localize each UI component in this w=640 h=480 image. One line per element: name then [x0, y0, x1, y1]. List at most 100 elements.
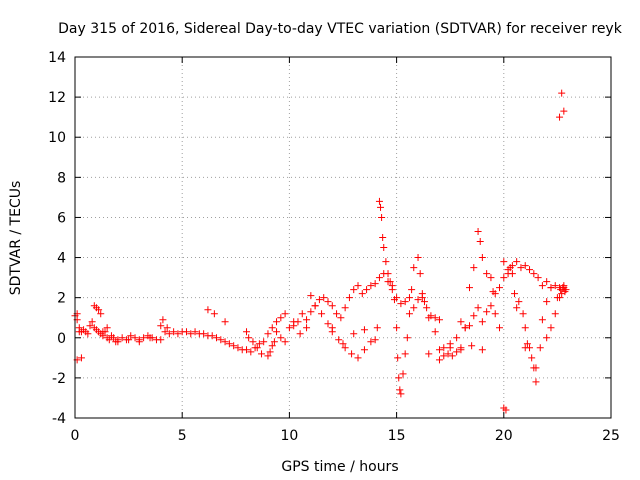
y-tick-label: 6: [57, 210, 66, 226]
data-point: [363, 286, 371, 294]
data-point: [530, 270, 538, 278]
data-point: [547, 324, 555, 332]
data-point: [170, 328, 178, 336]
data-point: [517, 264, 525, 272]
data-point: [468, 342, 476, 350]
data-point: [397, 300, 405, 308]
y-tick-label: -4: [52, 411, 66, 427]
data-point: [538, 316, 546, 324]
data-point: [560, 107, 568, 115]
data-point: [371, 336, 379, 344]
data-point: [532, 378, 540, 386]
data-point: [88, 318, 96, 326]
data-point: [384, 270, 392, 278]
data-point: [519, 310, 527, 318]
data-point: [528, 354, 536, 362]
data-point: [277, 334, 285, 342]
data-point: [125, 336, 133, 344]
data-point: [521, 344, 529, 352]
data-point: [157, 322, 165, 330]
data-point: [532, 364, 540, 372]
data-point: [77, 354, 85, 362]
data-point: [378, 213, 386, 221]
data-point: [221, 318, 229, 326]
data-point: [521, 262, 529, 270]
data-point: [157, 336, 165, 344]
data-point: [273, 318, 281, 326]
data-point: [303, 316, 311, 324]
data-point: [523, 340, 531, 348]
data-point: [408, 286, 416, 294]
data-point: [208, 332, 216, 340]
data-point: [140, 334, 148, 342]
data-point: [394, 354, 402, 362]
data-point: [491, 310, 499, 318]
data-point: [258, 350, 266, 358]
data-point: [307, 308, 315, 316]
data-point: [260, 338, 268, 346]
ticks-layer: 0 5 10 15 20 25 -4 -2 0 2 4 6 8 10 12 14: [48, 50, 620, 444]
data-point: [446, 344, 454, 352]
data-point: [360, 346, 368, 354]
data-point: [395, 374, 403, 382]
data-point: [487, 302, 495, 310]
data-point: [315, 296, 323, 304]
data-point: [348, 350, 356, 358]
data-point: [255, 340, 263, 348]
y-tick-label: 10: [48, 130, 66, 146]
data-point: [513, 258, 521, 266]
data-point: [511, 290, 519, 298]
data-point: [388, 286, 396, 294]
data-point: [320, 294, 328, 302]
data-point: [245, 334, 253, 342]
data-point: [547, 284, 555, 292]
data-point: [358, 290, 366, 298]
data-point: [324, 298, 332, 306]
data-point: [225, 340, 233, 348]
data-point: [396, 386, 404, 394]
data-point: [515, 298, 523, 306]
data-point: [444, 350, 452, 358]
data-point: [217, 336, 225, 344]
data-point: [470, 264, 478, 272]
data-point: [371, 280, 379, 288]
data-point: [182, 328, 190, 336]
data-point: [373, 324, 381, 332]
x-axis-title: GPS time / hours: [281, 459, 398, 475]
data-point: [324, 320, 332, 328]
data-point: [478, 346, 486, 354]
y-tick-label: 14: [48, 50, 66, 66]
data-point: [163, 324, 171, 332]
data-point: [551, 310, 559, 318]
data-point: [290, 318, 298, 326]
data-point: [253, 344, 261, 352]
data-point: [414, 254, 422, 262]
data-point: [435, 316, 443, 324]
data-point: [420, 298, 428, 306]
data-point: [410, 264, 418, 272]
data-point: [341, 304, 349, 312]
data-point: [247, 348, 255, 356]
data-point: [496, 324, 504, 332]
data-point: [367, 338, 375, 346]
data-point: [95, 306, 103, 314]
data-point: [440, 352, 448, 360]
data-point: [521, 324, 529, 332]
data-point: [187, 330, 195, 338]
data-point: [174, 330, 182, 338]
data-point: [448, 352, 456, 360]
data-point: [465, 284, 473, 292]
y-tick-label: 0: [57, 331, 66, 347]
data-point: [350, 286, 358, 294]
data-point: [393, 324, 401, 332]
data-point: [562, 286, 570, 294]
data-point: [146, 334, 154, 342]
data-point: [551, 282, 559, 290]
data-point: [210, 310, 218, 318]
data-point: [296, 330, 304, 338]
data-point: [114, 338, 122, 346]
data-point: [298, 310, 306, 318]
data-point: [380, 244, 388, 252]
data-point: [377, 203, 385, 211]
data-point: [86, 322, 94, 330]
